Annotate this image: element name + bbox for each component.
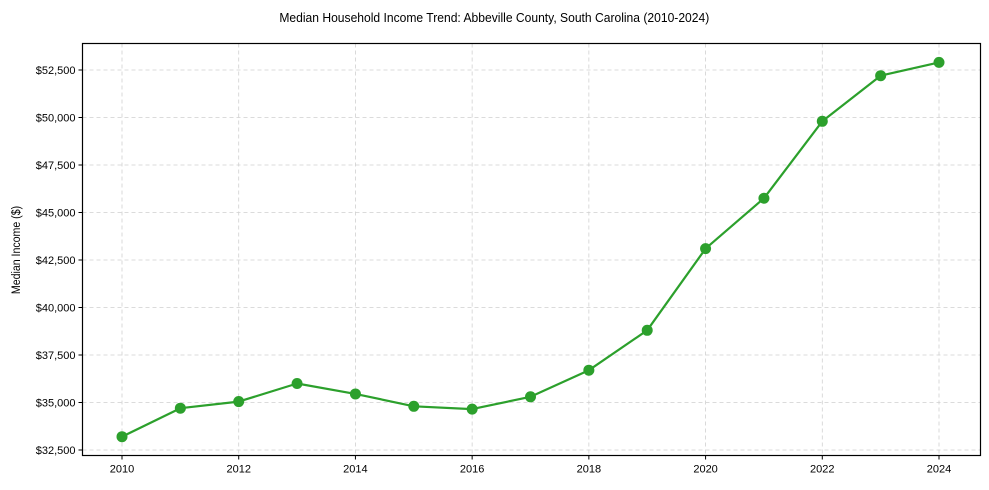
data-point-marker (349, 388, 361, 400)
y-axis: $32,500 $35,000 $37,500 $40,000 $42,500 $45,0… (36, 65, 83, 457)
y-tick-label: $37,500 (36, 350, 76, 362)
y-tick-label: $42,500 (36, 255, 76, 267)
data-point-marker (233, 396, 245, 408)
plot-frame (81, 42, 982, 457)
x-tick-label: 2016 (460, 464, 484, 476)
x-tick-label: 2018 (577, 464, 601, 476)
income-line (121, 61, 940, 438)
y-tick-label: $47,500 (36, 160, 76, 172)
y-tick-label: $45,000 (36, 208, 76, 220)
x-tick-label: 2022 (810, 464, 834, 476)
data-point-marker (291, 378, 303, 389)
data-point-marker (758, 192, 770, 204)
data-point-marker (408, 400, 420, 412)
x-axis: 2010 2012 2014 2016 2018 2020 2022 2024 (110, 455, 951, 476)
data-point-marker (816, 115, 828, 127)
data-point-marker (466, 403, 478, 415)
x-tick-label: 2010 (110, 464, 134, 476)
data-point-marker (525, 391, 536, 403)
y-tick-label: $35,000 (36, 398, 76, 410)
data-point-marker (583, 364, 595, 376)
y-tick-label: $40,000 (36, 303, 76, 315)
y-tick-label: $50,000 (36, 113, 76, 125)
chart-title: Median Household Income Trend: Abbeville… (279, 10, 710, 25)
x-tick-label: 2024 (927, 464, 951, 476)
x-tick-label: 2020 (693, 464, 717, 476)
x-tick-label: 2012 (226, 464, 250, 476)
y-tick-label: $32,500 (36, 445, 76, 457)
data-point-marker (116, 431, 128, 443)
data-point-marker (700, 243, 712, 255)
data-point-marker (641, 324, 653, 336)
data-series (116, 56, 945, 443)
x-tick-label: 2014 (343, 464, 367, 476)
y-tick-label: $52,500 (36, 65, 76, 77)
data-point-marker (174, 402, 186, 414)
data-point-marker (933, 56, 945, 68)
data-point-marker (875, 70, 887, 82)
